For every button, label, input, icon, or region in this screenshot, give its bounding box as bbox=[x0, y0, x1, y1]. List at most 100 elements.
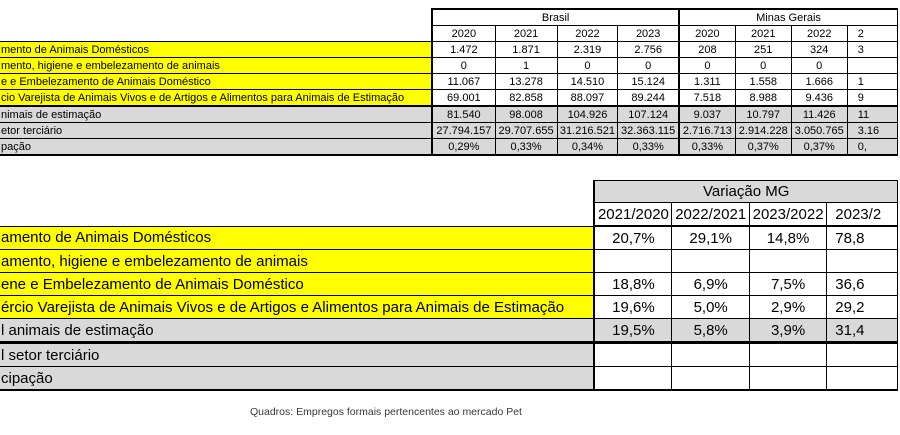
cell[interactable]: 98.008 bbox=[494, 105, 558, 123]
cell[interactable] bbox=[593, 366, 673, 391]
cell[interactable]: 81.540 bbox=[431, 105, 496, 123]
cell[interactable]: 32.363.115 bbox=[617, 122, 680, 139]
cell[interactable]: 6,9% bbox=[671, 272, 750, 296]
cell[interactable]: 0, bbox=[846, 138, 899, 156]
cell[interactable] bbox=[826, 342, 898, 367]
cell[interactable]: 9.436 bbox=[790, 89, 848, 107]
year-header[interactable]: 2 bbox=[846, 25, 899, 42]
cell[interactable]: 0 bbox=[734, 57, 792, 74]
cell[interactable]: 20,7% bbox=[593, 225, 673, 250]
cell[interactable] bbox=[671, 342, 750, 367]
year-header[interactable]: 2023 bbox=[617, 25, 680, 42]
cell[interactable]: 36,6 bbox=[826, 272, 898, 296]
cell[interactable]: 208 bbox=[678, 41, 736, 58]
cell[interactable]: 0,33% bbox=[617, 138, 680, 156]
cell[interactable]: 5,8% bbox=[671, 318, 750, 344]
year-header[interactable]: 2022 bbox=[790, 25, 848, 42]
cell[interactable]: 107.124 bbox=[617, 105, 680, 123]
cell[interactable]: 1.871 bbox=[494, 41, 558, 58]
year-header[interactable]: 2021 bbox=[494, 25, 558, 42]
cell[interactable]: 31,4 bbox=[826, 318, 898, 344]
period-header[interactable]: 2023/2022 bbox=[748, 202, 828, 227]
cell[interactable]: 13.278 bbox=[494, 73, 558, 90]
cell[interactable]: 1 bbox=[494, 57, 558, 74]
cell[interactable] bbox=[593, 249, 673, 273]
cell[interactable]: 29.707.655 bbox=[494, 122, 558, 139]
cell[interactable]: 69.001 bbox=[431, 89, 496, 107]
year-header[interactable]: 2020 bbox=[678, 25, 736, 42]
cell[interactable]: 14,8% bbox=[748, 225, 828, 250]
cell[interactable]: 27.794.157 bbox=[431, 122, 496, 139]
year-header[interactable]: 2020 bbox=[431, 25, 496, 42]
row-label[interactable]: cipação bbox=[0, 366, 595, 391]
cell[interactable]: 2,9% bbox=[748, 295, 828, 319]
cell[interactable]: 0 bbox=[678, 57, 736, 74]
cell[interactable] bbox=[671, 366, 750, 391]
cell[interactable]: 29,1% bbox=[671, 225, 750, 250]
year-header[interactable]: 2022 bbox=[556, 25, 619, 42]
group-header-brasil[interactable]: Brasil bbox=[431, 8, 680, 26]
year-header[interactable]: 2021 bbox=[734, 25, 792, 42]
cell[interactable]: 0,29% bbox=[431, 138, 496, 156]
cell[interactable]: 0 bbox=[617, 57, 680, 74]
row-label[interactable]: amento, higiene e embelezamento de anima… bbox=[0, 249, 595, 273]
period-header[interactable]: 2022/2021 bbox=[671, 202, 750, 227]
cell[interactable]: 14.510 bbox=[556, 73, 619, 90]
cell[interactable] bbox=[826, 249, 898, 273]
cell[interactable]: 104.926 bbox=[556, 105, 619, 123]
cell[interactable]: 11.426 bbox=[790, 105, 848, 123]
cell[interactable]: 1.472 bbox=[431, 41, 496, 58]
cell[interactable]: 18,8% bbox=[593, 272, 673, 296]
row-label[interactable]: pação bbox=[0, 138, 433, 156]
cell[interactable]: 324 bbox=[790, 41, 848, 58]
cell[interactable]: 0,34% bbox=[556, 138, 619, 156]
cell[interactable] bbox=[671, 249, 750, 273]
row-label[interactable]: mento de Animais Domésticos bbox=[0, 41, 433, 58]
cell[interactable]: 1.558 bbox=[734, 73, 792, 90]
cell[interactable] bbox=[846, 57, 899, 74]
cell[interactable] bbox=[748, 366, 828, 391]
cell[interactable]: 5,0% bbox=[671, 295, 750, 319]
row-label[interactable]: l animais de estimação bbox=[0, 318, 595, 344]
row-label[interactable]: mento, higiene e embelezamento de animai… bbox=[0, 57, 433, 74]
row-label[interactable]: cio Varejista de Animais Vivos e de Arti… bbox=[0, 89, 433, 107]
cell[interactable]: 9 bbox=[846, 89, 899, 107]
row-label[interactable]: ene e Embelezamento de Animais Doméstico bbox=[0, 272, 595, 296]
cell[interactable]: 7.518 bbox=[678, 89, 736, 107]
row-label[interactable]: nimais de estimação bbox=[0, 105, 433, 123]
cell[interactable]: 0,37% bbox=[790, 138, 848, 156]
cell[interactable] bbox=[826, 366, 898, 391]
cell[interactable]: 8.988 bbox=[734, 89, 792, 107]
row-label[interactable]: amento de Animais Domésticos bbox=[0, 225, 595, 250]
cell[interactable]: 11 bbox=[846, 105, 899, 123]
cell[interactable]: 19,6% bbox=[593, 295, 673, 319]
cell[interactable]: 88.097 bbox=[556, 89, 619, 107]
cell[interactable]: 2.914.228 bbox=[734, 122, 792, 139]
cell[interactable]: 29,2 bbox=[826, 295, 898, 319]
cell[interactable]: 31.216.521 bbox=[556, 122, 619, 139]
cell[interactable]: 2.319 bbox=[556, 41, 619, 58]
cell[interactable]: 0 bbox=[556, 57, 619, 74]
cell[interactable]: 0 bbox=[431, 57, 496, 74]
cell[interactable]: 1 bbox=[846, 73, 899, 90]
cell[interactable]: 0,33% bbox=[678, 138, 736, 156]
cell[interactable]: 10.797 bbox=[734, 105, 792, 123]
cell[interactable]: 3 bbox=[846, 41, 899, 58]
period-header[interactable]: 2021/2020 bbox=[593, 202, 673, 227]
cell[interactable]: 82.858 bbox=[494, 89, 558, 107]
row-label[interactable]: e e Embelezamento de Animais Doméstico bbox=[0, 73, 433, 90]
cell[interactable]: 9.037 bbox=[678, 105, 736, 123]
cell[interactable] bbox=[593, 342, 673, 367]
cell[interactable]: 2.756 bbox=[617, 41, 680, 58]
cell[interactable]: 0,37% bbox=[734, 138, 792, 156]
cell[interactable]: 3.16 bbox=[846, 122, 899, 139]
cell[interactable]: 2.716.713 bbox=[678, 122, 736, 139]
period-header[interactable]: 2023/2 bbox=[826, 202, 898, 227]
cell[interactable]: 15.124 bbox=[617, 73, 680, 90]
cell[interactable]: 11.067 bbox=[431, 73, 496, 90]
cell[interactable]: 1.666 bbox=[790, 73, 848, 90]
cell[interactable]: 7,5% bbox=[748, 272, 828, 296]
cell[interactable]: 78,8 bbox=[826, 225, 898, 250]
cell[interactable]: 251 bbox=[734, 41, 792, 58]
cell[interactable]: 3,9% bbox=[748, 318, 828, 344]
